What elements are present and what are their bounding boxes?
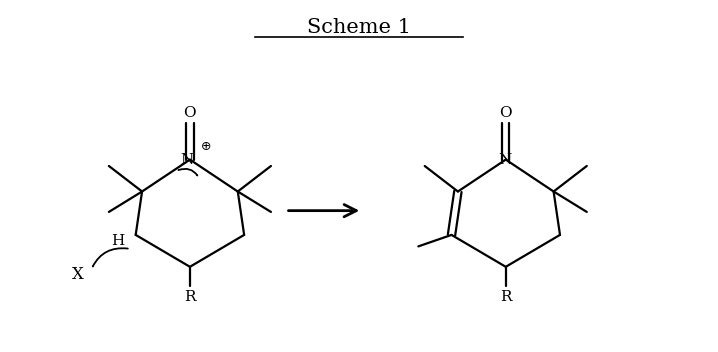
Text: R: R bbox=[184, 290, 196, 304]
Text: O: O bbox=[184, 106, 196, 120]
Text: $\oplus$: $\oplus$ bbox=[200, 140, 212, 153]
FancyArrowPatch shape bbox=[93, 248, 128, 266]
Text: R: R bbox=[500, 290, 511, 304]
Text: Scheme 1: Scheme 1 bbox=[307, 18, 411, 37]
Text: O: O bbox=[500, 106, 512, 120]
Text: X: X bbox=[73, 266, 84, 283]
Text: H: H bbox=[111, 234, 124, 248]
Text: N: N bbox=[181, 153, 194, 166]
Text: N: N bbox=[498, 153, 511, 166]
FancyArrowPatch shape bbox=[179, 169, 197, 175]
